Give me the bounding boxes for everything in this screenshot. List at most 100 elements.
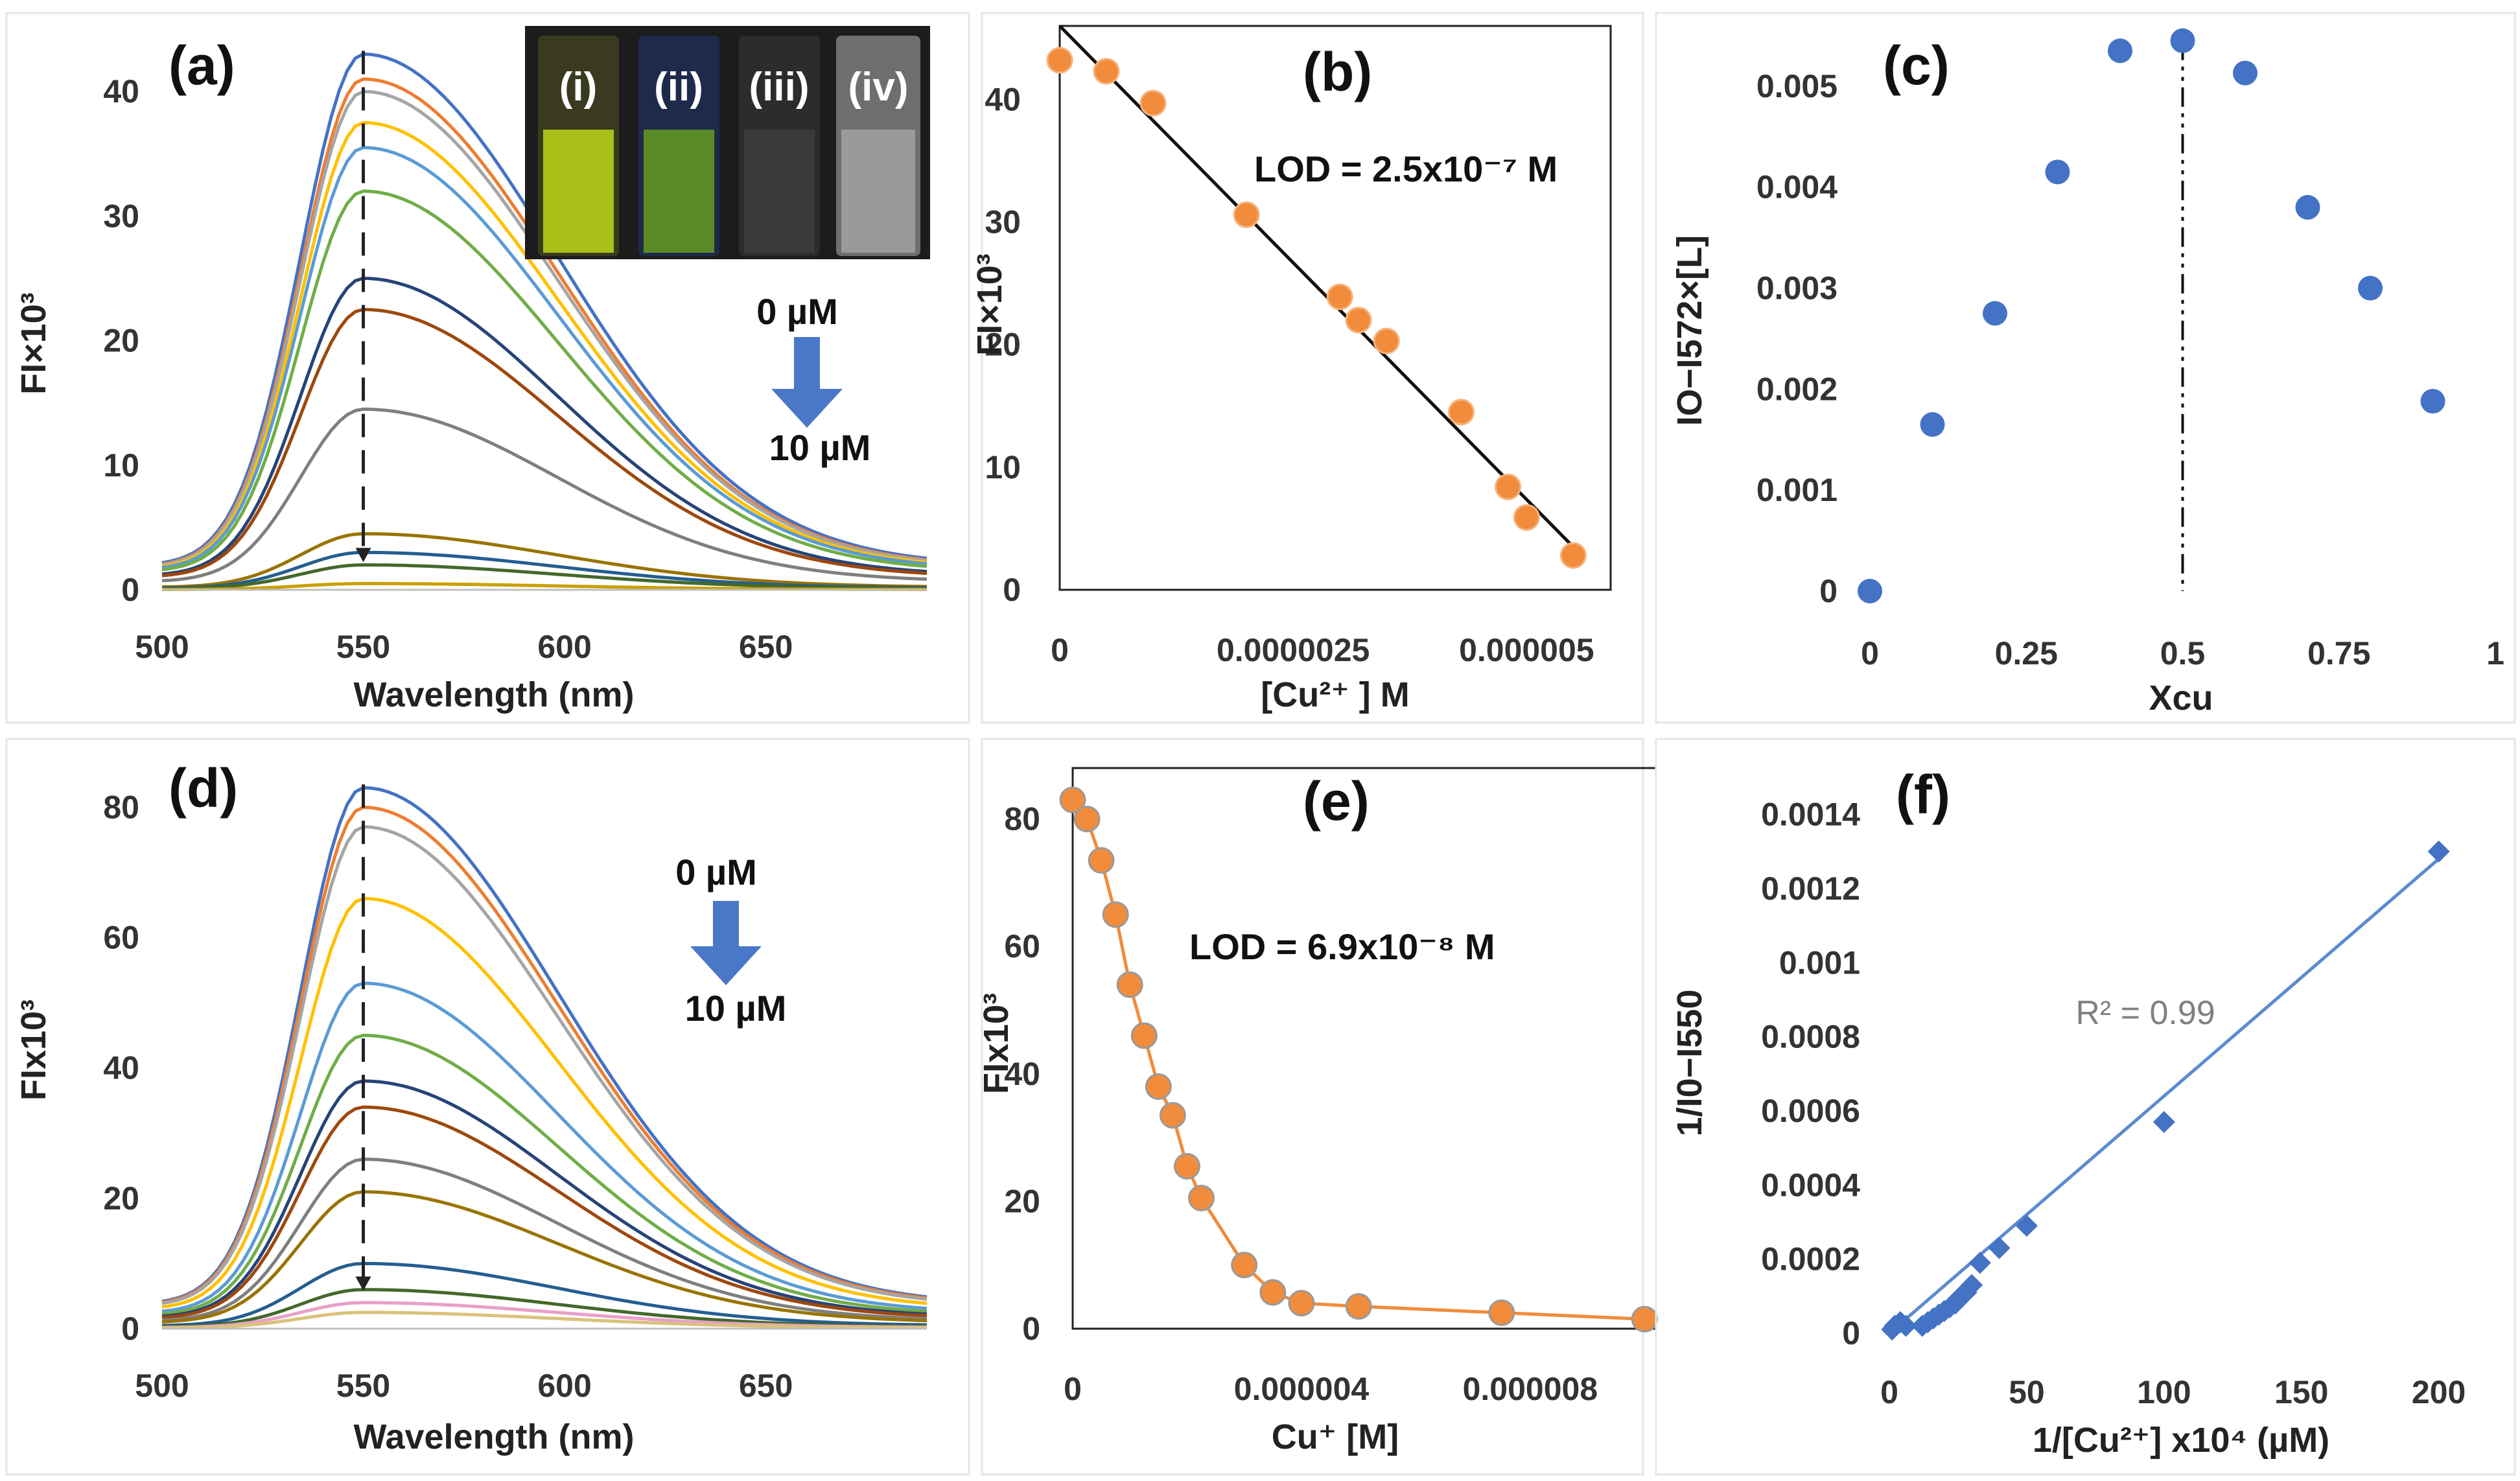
a-spectrum-line — [161, 531, 928, 589]
c-y-tick: 0 — [1819, 573, 1838, 609]
e-y-tick: 0 — [1022, 1311, 1040, 1347]
panel-a-chart: 0 10 20 30 40 500 550 600 650 Wavelength (nm) F… — [5, 12, 970, 724]
d-curves — [161, 786, 928, 1330]
a-x-ticks: 500 550 600 650 — [135, 629, 793, 665]
a-y-tick: 0 — [121, 572, 139, 608]
a-y-ticks: 0 10 20 30 40 — [103, 73, 139, 608]
f-y-tick: 0.0006 — [1761, 1093, 1860, 1129]
a-spectrum-line — [161, 276, 928, 576]
b-panel-label: (b) — [1303, 41, 1372, 102]
d-arrow-start-label: 0 µM — [675, 852, 757, 892]
f-x-tick: 0 — [1880, 1374, 1898, 1410]
d-y-tick: 0 — [121, 1311, 139, 1347]
e-data-point — [1288, 1290, 1315, 1317]
b-y-ticks: 0 10 20 30 40 — [985, 81, 1021, 608]
panel-b-chart: 0 10 20 30 40 0 0.0000025 0.000005 [Cu²⁺ ] M F… — [970, 12, 1644, 724]
d-spectrum-line — [161, 981, 928, 1313]
f-data-point — [1988, 1237, 2011, 1259]
a-vial-1-label: (i) — [559, 65, 598, 110]
e-x-label: Cu⁺ [M] — [1272, 1417, 1399, 1456]
d-spectrum-line — [162, 1311, 927, 1330]
a-x-tick: 550 — [336, 629, 390, 665]
c-data-point — [2295, 194, 2320, 220]
e-data-point — [1073, 806, 1101, 833]
d-spectrum-line — [161, 1190, 928, 1324]
e-y-tick: 60 — [1004, 928, 1040, 964]
b-x-tick: 0.0000025 — [1217, 632, 1370, 668]
b-data-point — [1513, 504, 1540, 531]
e-data-point — [1116, 971, 1143, 998]
f-x-tick: 150 — [2274, 1374, 2328, 1410]
a-panel-label: (a) — [169, 35, 235, 96]
d-spectrum-line — [161, 1261, 928, 1327]
c-y-ticks: 0 0.001 0.002 0.003 0.004 0.005 — [1756, 68, 1838, 609]
a-vial-2-label: (ii) — [654, 65, 703, 110]
f-y-tick: 0.0014 — [1761, 797, 1860, 833]
b-data-point — [1559, 542, 1587, 569]
a-y-tick: 40 — [103, 73, 139, 110]
e-data-point — [1488, 1299, 1515, 1326]
b-y-label: FI×10³ — [970, 253, 1009, 356]
f-points — [1881, 840, 2450, 1341]
d-y-ticks: 0 20 40 60 80 — [103, 789, 139, 1347]
b-data-point — [1495, 473, 1522, 500]
f-data-point — [2427, 840, 2450, 863]
d-spectrum-line — [161, 786, 928, 1303]
c-x-ticks: 0 0.25 0.5 0.75 1 — [1861, 635, 2504, 671]
a-vial-4-label: (iv) — [848, 65, 909, 110]
d-x-tick: 550 — [336, 1368, 390, 1404]
a-spectrum-line — [161, 89, 928, 566]
c-data-point — [1920, 412, 1945, 437]
f-r2-annotation: R² = 0.99 — [2075, 994, 2215, 1032]
d-y-tick: 40 — [103, 1050, 139, 1086]
e-x-ticks: 0 0.000004 0.000008 — [1064, 1371, 1598, 1407]
d-x-tick: 650 — [739, 1368, 793, 1404]
e-data-point — [1631, 1305, 1658, 1333]
a-inset-photo: (i) (ii) (iii) (iv) — [525, 26, 930, 259]
d-x-ticks: 500 550 600 650 — [135, 1368, 793, 1404]
f-data-point — [2152, 1111, 2175, 1134]
d-y-label: FIx10³ — [14, 999, 53, 1101]
e-trend-line — [1071, 799, 1645, 1321]
f-y-label: 1/I0−I550 — [1670, 990, 1709, 1137]
panel-f-chart: 0 0.0002 0.0004 0.0006 0.0008 0.001 0.0012 0.00… — [1655, 738, 2516, 1476]
c-data-point — [1983, 301, 2007, 326]
c-panel-label: (c) — [1883, 35, 1950, 96]
c-y-tick: 0.003 — [1756, 270, 1838, 307]
a-spectrum-line — [161, 121, 928, 568]
b-y-tick: 20 — [985, 327, 1021, 363]
b-data-point — [1326, 283, 1353, 310]
d-x-label: Wavelength (nm) — [353, 1417, 634, 1456]
e-panel-label: (e) — [1303, 771, 1370, 832]
c-y-tick: 0.001 — [1756, 472, 1838, 508]
e-y-tick: 80 — [1004, 801, 1040, 837]
c-y-tick: 0.005 — [1756, 68, 1838, 104]
d-spectrum-line — [161, 1105, 928, 1320]
a-arrow-start-label: 0 µM — [756, 291, 838, 332]
f-y-tick: 0.0004 — [1761, 1167, 1860, 1203]
f-data-point — [1895, 1314, 1917, 1337]
b-data-point — [1447, 399, 1475, 426]
f-y-tick: 0.001 — [1779, 944, 1860, 981]
a-decrease-arrow-icon — [771, 337, 843, 428]
e-y-tick: 40 — [1004, 1056, 1040, 1092]
panel-d-chart: 0 20 40 60 80 500 550 600 650 Wavelength (nm) F… — [5, 738, 970, 1476]
d-spectrum-line — [161, 825, 928, 1305]
f-x-tick: 100 — [2137, 1374, 2191, 1410]
a-y-label: FI×10³ — [14, 292, 53, 395]
c-x-tick: 0.5 — [2160, 635, 2206, 671]
f-data-point — [1961, 1274, 1983, 1296]
f-data-point — [2015, 1215, 2038, 1237]
f-x-ticks: 0 50 100 150 200 — [1880, 1374, 2466, 1410]
e-data-point — [1231, 1252, 1258, 1279]
c-x-tick: 1 — [2486, 635, 2504, 671]
c-y-tick: 0.002 — [1756, 371, 1838, 407]
d-spectrum-line — [161, 1079, 928, 1318]
panel-e-chart: 0 20 40 60 80 0 0.000004 0.000008 Cu⁺ [M] FIx1… — [977, 738, 1658, 1476]
a-spectrum-line — [161, 146, 928, 570]
d-spectrum-line — [161, 805, 928, 1304]
f-y-tick: 0.0012 — [1761, 870, 1860, 907]
c-x-tick: 0 — [1861, 635, 1879, 671]
b-data-point — [1373, 327, 1400, 355]
